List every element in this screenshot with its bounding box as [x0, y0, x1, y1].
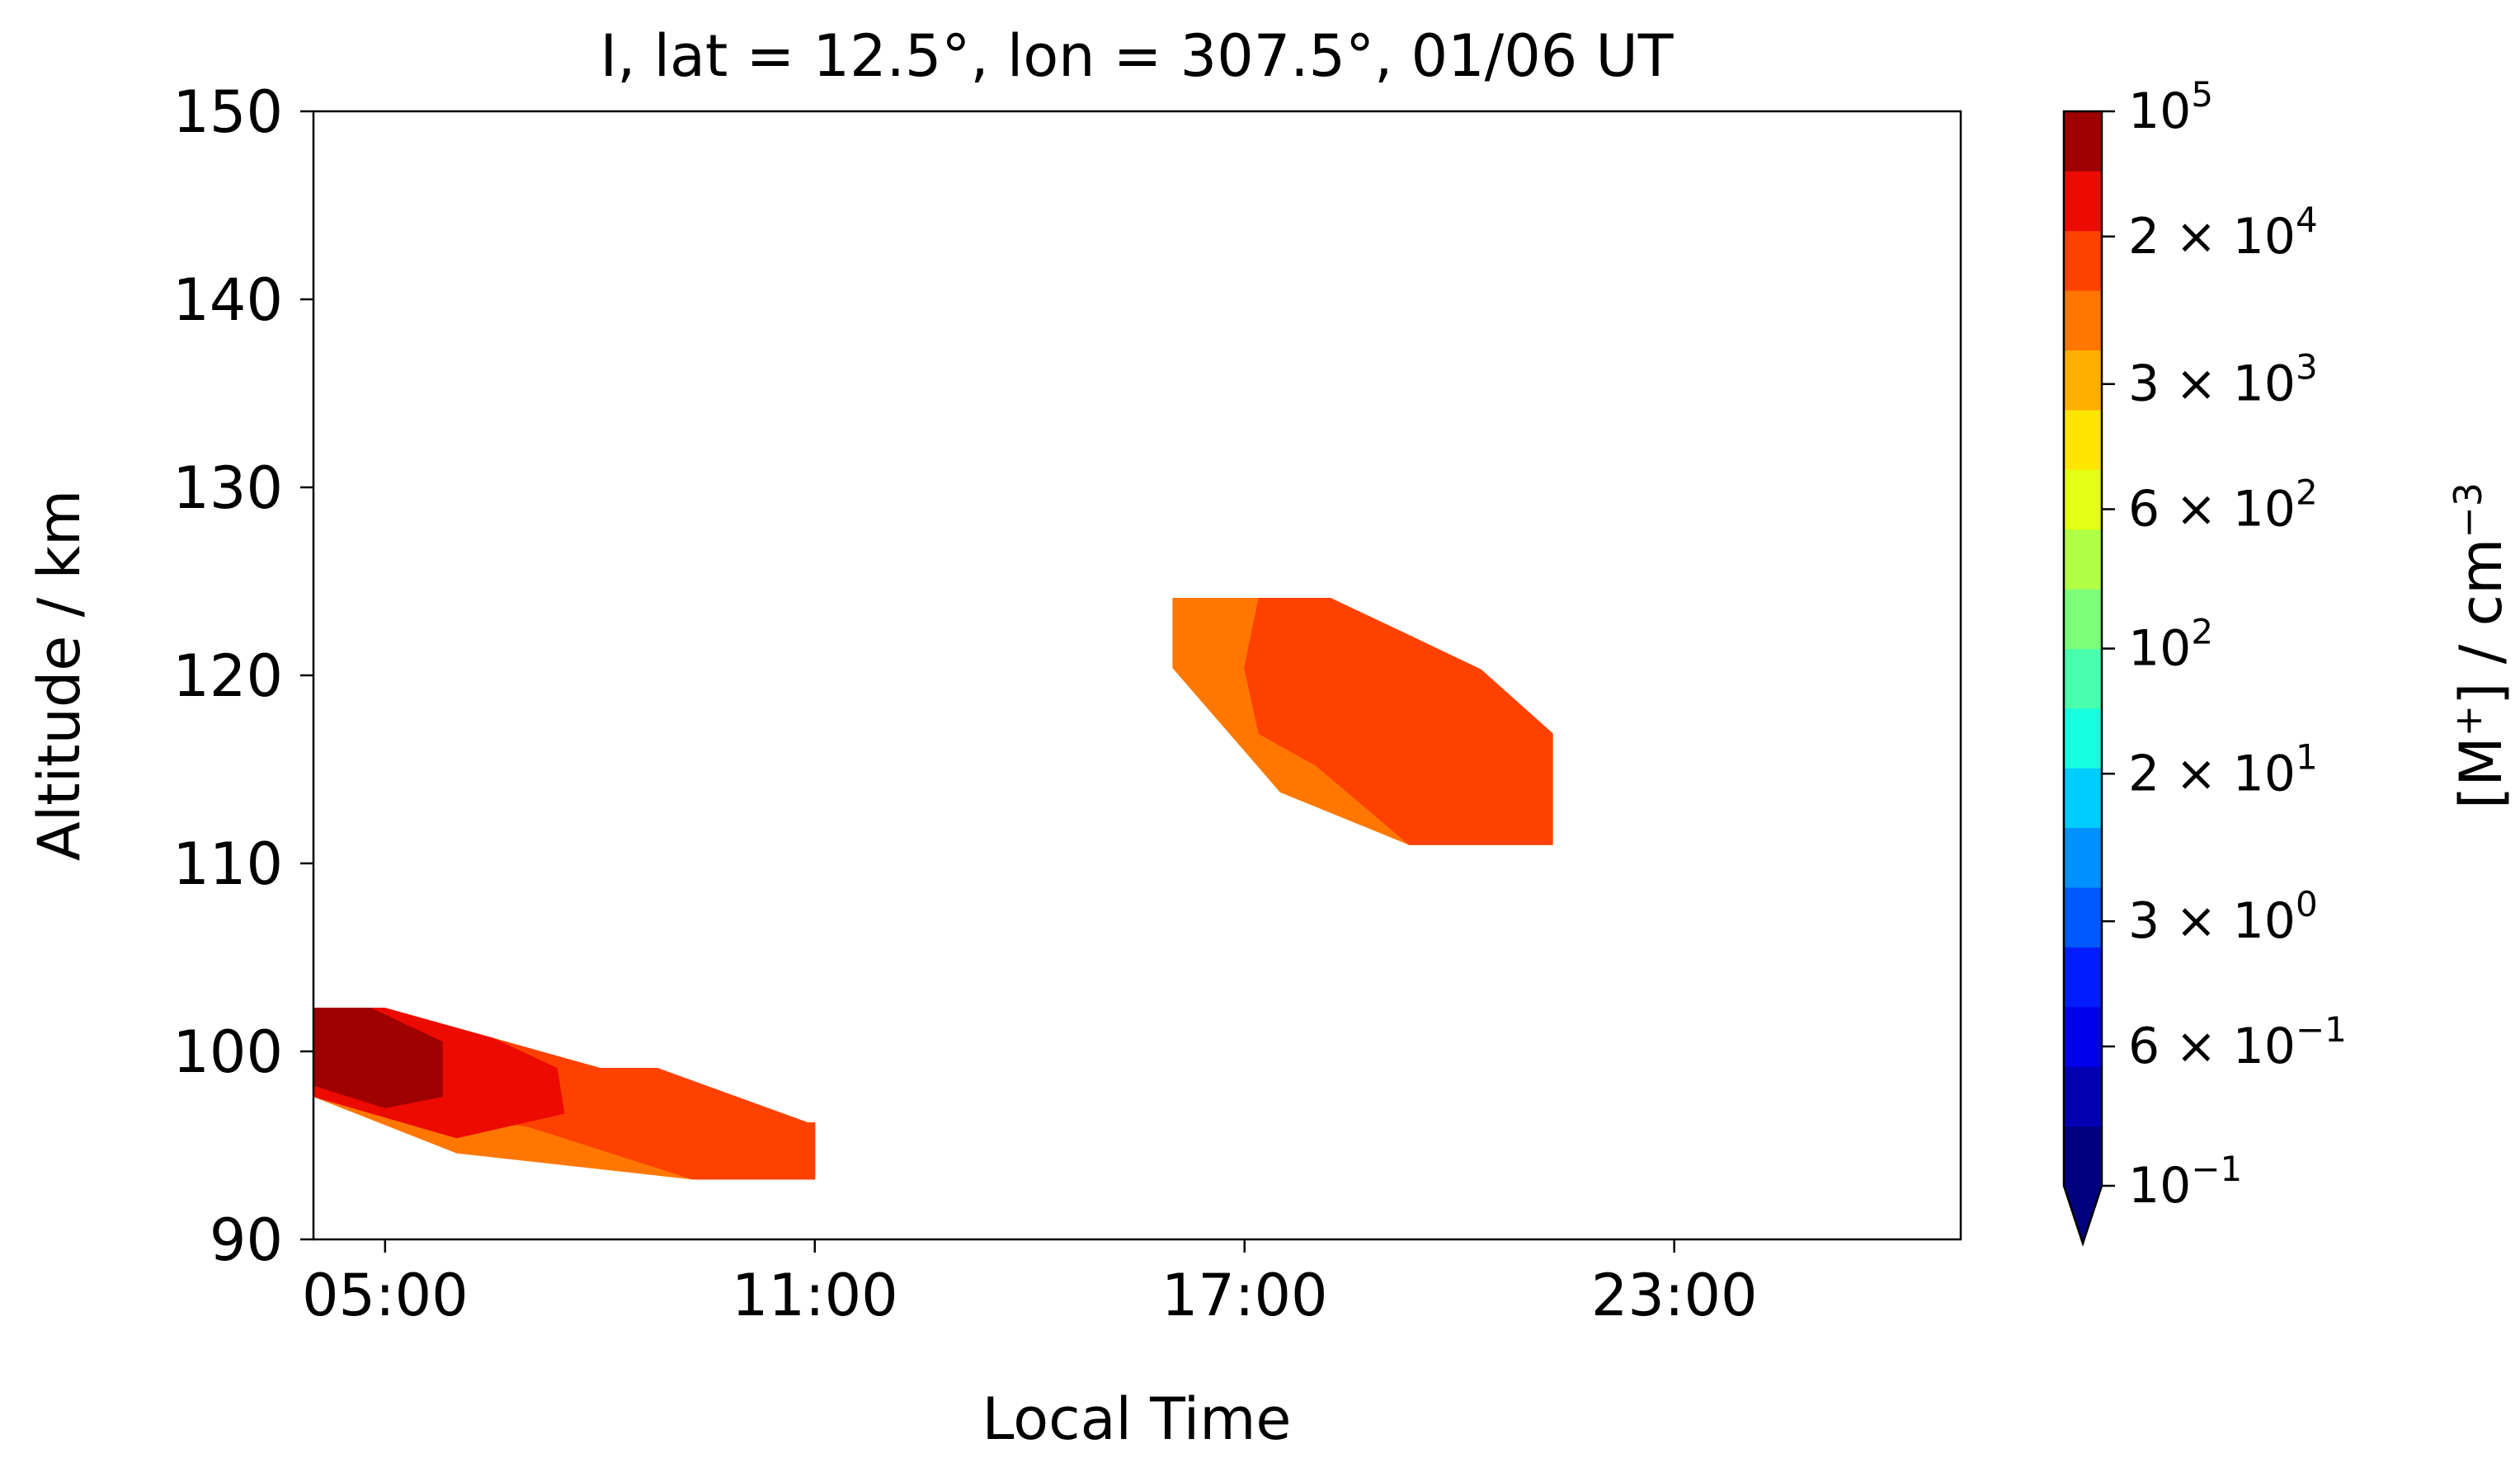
colorbar-tick-label: 6 × 102	[2128, 473, 2318, 538]
colorbar-tick-label: 3 × 103	[2128, 347, 2318, 413]
x-axis-ticks: 05:00 11:00 17:00 23:00	[302, 1239, 1758, 1329]
colorbar-swatch	[2064, 529, 2102, 590]
colorbar-label: [M+] / cm−3	[2446, 482, 2515, 809]
colorbar-swatch	[2064, 1006, 2102, 1067]
x-tick-label: 23:00	[1591, 1262, 1758, 1329]
chart-title: I, lat = 12.5°, lon = 307.5°, 01/06 UT	[600, 22, 1673, 90]
colorbar-swatch	[2064, 1065, 2102, 1127]
colorbar-tick-label: 3 × 100	[2128, 884, 2318, 950]
y-tick-label: 120	[172, 642, 283, 710]
colorbar-tick-label: 102	[2128, 612, 2213, 678]
colorbar-outline	[2062, 110, 2103, 1248]
colorbar-swatch	[2064, 708, 2102, 769]
y-tick-label: 140	[172, 266, 283, 334]
colorbar-swatch	[2064, 946, 2102, 1008]
colorbar-ticks: 10−1 6 × 10−1 3 × 100 2 × 101 102 6 × 102 3 × …	[2102, 74, 2347, 1215]
y-tick-label: 130	[172, 454, 283, 522]
colorbar-label-sup-exp: −3	[2446, 482, 2490, 538]
contour-regions	[313, 598, 1553, 1180]
x-axis-label: Local Time	[982, 1385, 1292, 1453]
colorbar-swatch	[2064, 170, 2102, 232]
colorbar-tick-label: 6 × 10−1	[2128, 1009, 2347, 1075]
colorbar-tick-label: 2 × 101	[2128, 736, 2318, 802]
colorbar-swatch	[2064, 1126, 2102, 1187]
colorbar-extend-min	[2064, 1186, 2102, 1244]
colorbar-swatch	[2064, 110, 2102, 172]
colorbar-swatches	[2062, 110, 2103, 1248]
colorbar-tick-label: 10−1	[2128, 1149, 2242, 1215]
colorbar-swatch	[2064, 230, 2102, 291]
colorbar-swatch	[2064, 648, 2102, 709]
y-axis-ticks: 90 100 110 120 130 140 150	[172, 78, 313, 1274]
colorbar-swatch	[2064, 588, 2102, 649]
y-tick-label: 110	[172, 830, 283, 898]
colorbar-swatch	[2064, 827, 2102, 888]
colorbar-swatch	[2064, 289, 2102, 351]
colorbar: 10−1 6 × 10−1 3 × 100 2 × 101 102 6 × 102 3 × …	[2062, 74, 2515, 1248]
colorbar-label-main: [M	[2447, 736, 2515, 809]
x-tick-label: 11:00	[732, 1262, 898, 1329]
plot-background	[313, 111, 1961, 1239]
y-tick-label: 100	[172, 1018, 283, 1086]
colorbar-swatch	[2064, 409, 2102, 470]
colorbar-swatch	[2064, 767, 2102, 829]
colorbar-label-mid: ] / cm	[2447, 538, 2515, 705]
colorbar-swatch	[2064, 468, 2102, 530]
y-tick-label: 90	[210, 1206, 283, 1274]
colorbar-tick-label: 105	[2128, 74, 2213, 140]
colorbar-label-sup-plus: +	[2446, 705, 2490, 737]
y-tick-label: 150	[172, 78, 283, 146]
contour-region-5	[1244, 598, 1553, 845]
x-tick-label: 05:00	[302, 1262, 469, 1329]
colorbar-swatch	[2064, 350, 2102, 411]
plot-area	[312, 110, 1962, 1241]
colorbar-swatch	[2064, 886, 2102, 947]
colorbar-tick-label: 2 × 104	[2128, 200, 2318, 266]
x-tick-label: 17:00	[1161, 1262, 1328, 1329]
y-axis-label: Altitude / km	[26, 490, 93, 861]
